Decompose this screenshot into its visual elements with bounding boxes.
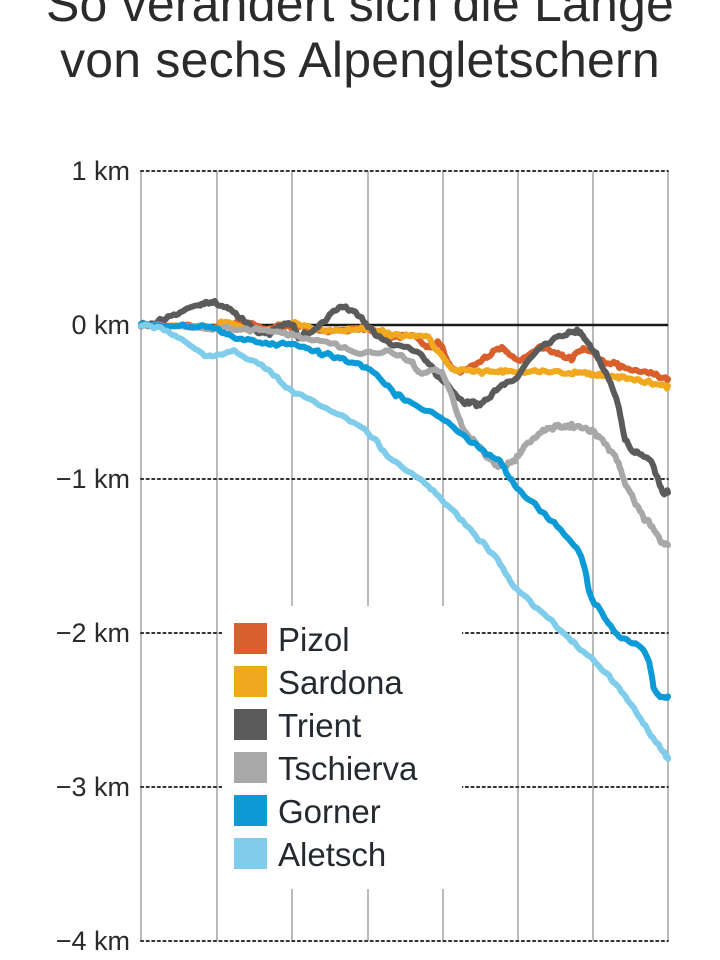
svg-text:−3 km: −3 km xyxy=(56,772,130,802)
svg-text:Pizol: Pizol xyxy=(278,621,350,658)
svg-text:Trient: Trient xyxy=(278,707,361,744)
svg-text:Aletsch: Aletsch xyxy=(278,836,386,873)
svg-text:Tschierva: Tschierva xyxy=(278,750,418,787)
svg-text:−1 km: −1 km xyxy=(56,464,130,494)
svg-text:−4 km: −4 km xyxy=(56,926,130,956)
svg-text:1 km: 1 km xyxy=(71,156,130,186)
svg-text:−2 km: −2 km xyxy=(56,618,130,648)
svg-text:Sardona: Sardona xyxy=(278,664,403,701)
svg-text:Gorner: Gorner xyxy=(278,793,381,830)
svg-text:0 km: 0 km xyxy=(71,310,130,340)
